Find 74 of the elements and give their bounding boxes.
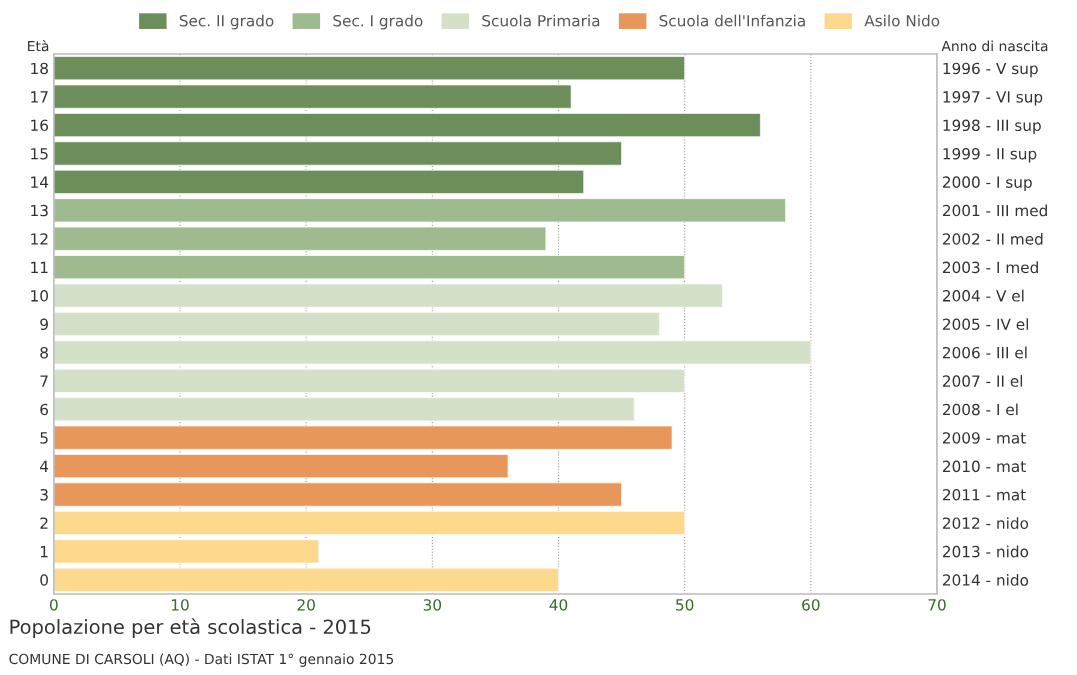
y-tick-label: 13 bbox=[31, 204, 48, 217]
y2-tick-label: 2006 - III el bbox=[942, 346, 1027, 359]
y2-tick-label: 2014 - nido bbox=[942, 573, 1029, 586]
bar bbox=[53, 84, 572, 109]
y2-tick-label: 2010 - mat bbox=[942, 460, 1026, 473]
y-tick-label: 11 bbox=[31, 261, 48, 273]
y2-tick-label: 2011 - mat bbox=[942, 488, 1026, 501]
bar bbox=[53, 198, 786, 223]
y2-tick-label: 1997 - VI sup bbox=[943, 91, 1043, 106]
bar bbox=[53, 368, 686, 393]
bar bbox=[53, 169, 585, 194]
bar bbox=[53, 340, 812, 365]
x-tick-label: 10 bbox=[171, 599, 189, 611]
x-tick-label: 70 bbox=[928, 599, 946, 611]
y-tick-label: 6 bbox=[40, 403, 49, 416]
bar bbox=[53, 510, 686, 535]
y-axis-title: Età bbox=[28, 40, 49, 52]
bar bbox=[53, 397, 635, 422]
y2-tick-label: 2002 - II med bbox=[942, 232, 1043, 245]
legend-label: Sec. I grado bbox=[333, 14, 423, 30]
y-tick-label: 9 bbox=[40, 318, 48, 331]
y2-axis-title: Anno di nascita bbox=[941, 40, 1048, 52]
bar bbox=[53, 283, 723, 308]
y2-tick-label: 2008 - I el bbox=[942, 403, 1018, 416]
y-tick-label: 16 bbox=[31, 119, 49, 132]
legend-label: Sec. II grado bbox=[179, 14, 274, 30]
y2-tick-label: 2003 - I med bbox=[942, 261, 1038, 274]
bar bbox=[53, 539, 320, 564]
legend-label: Scuola dell'Infanzia bbox=[659, 14, 805, 27]
y2-tick-label: 2012 - nido bbox=[942, 517, 1029, 529]
y-tick-label: 10 bbox=[31, 290, 48, 302]
bar bbox=[53, 226, 547, 251]
y-tick-label: 0 bbox=[40, 574, 48, 586]
y2-tick-label: 2009 - mat bbox=[942, 432, 1026, 444]
x-tick-label: 50 bbox=[676, 599, 694, 611]
bar bbox=[53, 567, 559, 592]
bar bbox=[53, 141, 622, 166]
y2-tick-label: 2001 - III med bbox=[942, 204, 1047, 217]
y2-tick-label: 2005 - IV el bbox=[942, 318, 1028, 331]
y-tick-label: 5 bbox=[40, 432, 48, 444]
y-tick-label: 4 bbox=[40, 460, 49, 472]
y2-tick-label: 1998 - III sup bbox=[943, 119, 1041, 135]
y-tick-label: 8 bbox=[40, 346, 48, 359]
y-tick-label: 17 bbox=[31, 91, 48, 103]
y2-tick-label: 2000 - I sup bbox=[942, 176, 1032, 191]
bar bbox=[53, 482, 622, 507]
bar bbox=[53, 312, 660, 336]
bar bbox=[53, 56, 686, 81]
y-tick-label: 15 bbox=[31, 148, 48, 160]
y-tick-label: 2 bbox=[40, 517, 48, 529]
y2-tick-label: 1996 - V sup bbox=[943, 62, 1038, 78]
y-tick-label: 14 bbox=[31, 176, 49, 188]
y-tick-label: 3 bbox=[40, 488, 48, 501]
x-tick-label: 40 bbox=[549, 599, 568, 611]
text: COMUNE DI CARSOLI (AQ) - Dati ISTAT 1° gennaio 2015 bbox=[9, 653, 394, 667]
y2-tick-label: 2004 - V el bbox=[942, 289, 1024, 302]
y-tick-label: 7 bbox=[40, 375, 48, 387]
x-tick-label: 60 bbox=[802, 599, 820, 611]
x-tick-label: 30 bbox=[423, 599, 442, 611]
bar bbox=[53, 113, 761, 138]
legend-label: Asilo Nido bbox=[864, 14, 940, 27]
y-tick-label: 18 bbox=[31, 62, 48, 75]
y2-tick-label: 2013 - nido bbox=[942, 545, 1029, 558]
x-tick-label: 0 bbox=[50, 599, 58, 611]
bar bbox=[53, 454, 509, 479]
y2-tick-label: 1999 - II sup bbox=[943, 147, 1037, 163]
y-tick-label: 12 bbox=[31, 233, 48, 245]
bar bbox=[53, 255, 686, 280]
text: Popolazione per età scolastica - 2015 bbox=[10, 618, 371, 638]
bar bbox=[53, 425, 673, 450]
y-tick-label: 1 bbox=[40, 546, 48, 558]
legend-label: Scuola Primaria bbox=[482, 14, 600, 27]
x-tick-label: 20 bbox=[297, 599, 315, 611]
y2-tick-label: 2007 - II el bbox=[942, 375, 1023, 387]
